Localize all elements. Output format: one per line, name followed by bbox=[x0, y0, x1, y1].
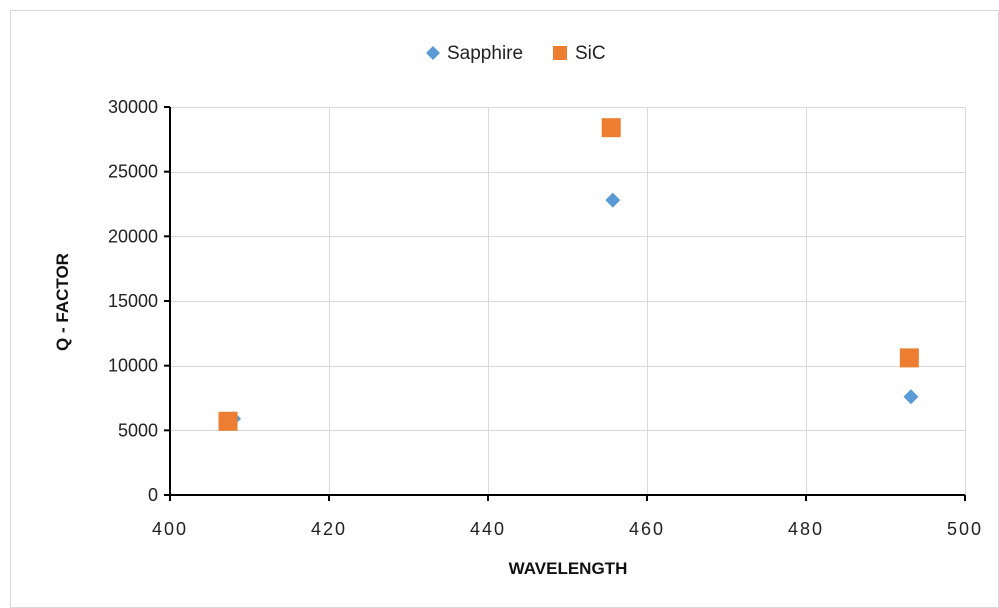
y-tick-label-4: 20000 bbox=[108, 226, 158, 246]
legend: Sapphire SiC bbox=[426, 43, 606, 64]
y-tick-label-1: 5000 bbox=[118, 420, 158, 440]
x-tick-label-5: 500 bbox=[947, 519, 983, 539]
data-point-sic-1 bbox=[601, 118, 621, 138]
legend-item-sic: SiC bbox=[553, 43, 606, 64]
data-point-sic-0 bbox=[218, 411, 238, 431]
legend-marker-sic bbox=[553, 46, 567, 60]
data-point-sapphire-1 bbox=[605, 192, 621, 208]
marker-layer bbox=[218, 118, 919, 431]
data-point-sic-2 bbox=[899, 348, 919, 368]
x-tick-label-3: 460 bbox=[629, 519, 665, 539]
grid-layer bbox=[170, 107, 966, 495]
legend-label-sapphire: Sapphire bbox=[447, 43, 523, 64]
y-axis-title: Q - FACTOR bbox=[53, 253, 72, 351]
legend-item-sapphire: Sapphire bbox=[426, 43, 523, 64]
tick-label-layer: 0 5000 10000 15000 20000 25000 30000 400 420 440 4… bbox=[108, 97, 983, 539]
legend-marker-sapphire bbox=[426, 46, 440, 60]
x-tick-label-4: 480 bbox=[788, 519, 824, 539]
data-point-sapphire-2 bbox=[903, 389, 919, 405]
x-tick-label-0: 400 bbox=[152, 519, 188, 539]
chart-border bbox=[10, 10, 999, 608]
x-tick-label-2: 440 bbox=[470, 519, 506, 539]
x-axis-title: WAVELENGTH bbox=[509, 559, 628, 578]
y-tick-label-3: 15000 bbox=[108, 291, 158, 311]
y-tick-label-0: 0 bbox=[148, 485, 158, 505]
y-tick-label-5: 25000 bbox=[108, 162, 158, 182]
x-tick-label-1: 420 bbox=[311, 519, 347, 539]
legend-label-sic: SiC bbox=[575, 43, 606, 64]
axis-layer bbox=[164, 106, 966, 501]
y-tick-label-2: 10000 bbox=[108, 356, 158, 376]
y-tick-label-6: 30000 bbox=[108, 97, 158, 117]
